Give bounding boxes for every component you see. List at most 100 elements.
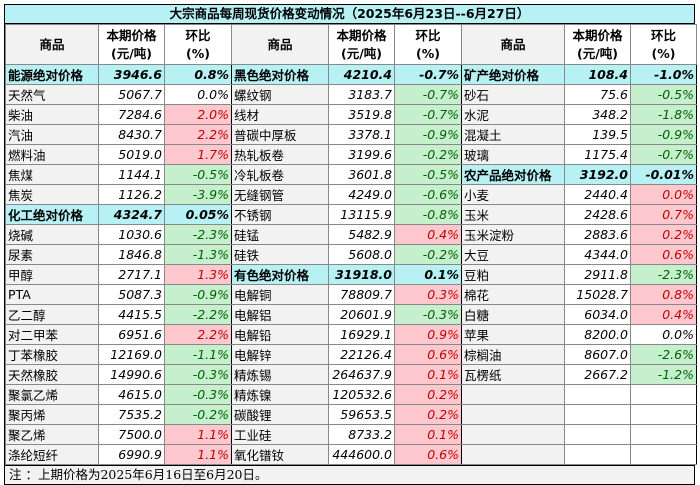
- price-cell: 59653.5: [328, 404, 395, 425]
- commodity-name-cell: [461, 384, 565, 405]
- change-cell: 0.4%: [394, 224, 462, 245]
- change-cell: -2.3%: [164, 224, 232, 245]
- table-row: 甲醇 2717.1 1.3% 有色绝对价格 31918.0 0.1% 豆粕 2911.8 -2.…: [5, 264, 697, 285]
- commodity-name-cell: [461, 444, 565, 465]
- change-cell: 0.1%: [394, 264, 462, 285]
- commodity-name-cell: 硅锰: [231, 224, 329, 245]
- commodity-name-cell: 螺纹钢: [231, 84, 329, 105]
- col-header-name: 商品: [461, 24, 565, 65]
- commodity-name-cell: 小麦: [461, 184, 565, 205]
- change-cell: 0.3%: [394, 284, 462, 305]
- col-header-change: 环比 (%): [394, 24, 462, 65]
- price-table: 商品 本期价格 (元/吨) 环比 (%) 商品 本期价格 (元/吨) 环比 (%) 商品 本期…: [5, 24, 697, 465]
- table-row: 乙二醇 4415.5 -2.2% 电解铝 20601.9 -0.3% 白糖 6034.0 0.4…: [5, 304, 697, 325]
- table-row: 天然气 5067.7 0.0% 螺纹钢 3183.7 -0.7% 砂石 75.6 -0.5%: [5, 84, 697, 105]
- price-cell: 5087.3: [98, 284, 165, 305]
- change-cell: 0.05%: [164, 204, 232, 225]
- price-cell: 3946.6: [98, 64, 165, 85]
- change-cell: 0.6%: [630, 244, 697, 265]
- price-cell: 8200.0: [564, 324, 631, 345]
- price-cell: 1846.8: [98, 244, 165, 265]
- commodity-name-cell: 电解铝: [231, 304, 329, 325]
- change-cell: -1.2%: [630, 364, 697, 385]
- change-cell: -0.2%: [394, 244, 462, 265]
- col-header-price: 本期价格 (元/吨): [328, 24, 395, 65]
- price-cell: 4210.4: [328, 64, 395, 85]
- change-cell: -1.3%: [164, 244, 232, 265]
- price-cell: 2667.2: [564, 364, 631, 385]
- table-row: 化工绝对价格 4324.7 0.05% 不锈钢 13115.9 -0.8% 玉米 2428.6…: [5, 204, 697, 225]
- table-row: 焦煤 1144.1 -0.5% 冷轧板卷 3601.8 -0.5% 农产品绝对价格 3192.…: [5, 164, 697, 185]
- change-cell: -0.9%: [630, 124, 697, 145]
- commodity-name-cell: 碳酸锂: [231, 404, 329, 425]
- price-cell: 1175.4: [564, 144, 631, 165]
- change-cell: -1.1%: [164, 344, 232, 365]
- change-cell: -0.2%: [394, 144, 462, 165]
- price-cell: 3199.6: [328, 144, 395, 165]
- col-header-change: 环比 (%): [630, 24, 697, 65]
- change-cell: -2.6%: [630, 344, 697, 365]
- commodity-name-cell: 尿素: [5, 244, 99, 265]
- change-cell: 1.1%: [164, 424, 232, 445]
- price-cell: [564, 404, 631, 425]
- table-row: 涤纶短纤 6990.9 1.1% 氧化镨钕 444600.0 0.6%: [5, 444, 697, 465]
- change-cell: -0.3%: [164, 384, 232, 405]
- price-cell: 20601.9: [328, 304, 395, 325]
- price-cell: 264637.9: [328, 364, 395, 385]
- commodity-name-cell: 砂石: [461, 84, 565, 105]
- change-cell: -0.9%: [394, 124, 462, 145]
- commodity-name-cell: 冷轧板卷: [231, 164, 329, 185]
- price-cell: 1030.6: [98, 224, 165, 245]
- commodity-name-cell: 汽油: [5, 124, 99, 145]
- change-cell: 0.2%: [630, 224, 697, 245]
- commodity-name-cell: 电解铜: [231, 284, 329, 305]
- change-cell: -0.01%: [630, 164, 697, 185]
- commodity-name-cell: 涤纶短纤: [5, 444, 99, 465]
- change-cell: -0.5%: [394, 164, 462, 185]
- commodity-name-cell: 甲醇: [5, 264, 99, 285]
- change-cell: -0.8%: [394, 204, 462, 225]
- change-cell: [630, 384, 697, 405]
- change-cell: -0.6%: [394, 184, 462, 205]
- category-name-cell: 矿产绝对价格: [461, 64, 565, 85]
- price-cell: 1144.1: [98, 164, 165, 185]
- change-cell: -0.7%: [394, 104, 462, 125]
- table-row: 尿素 1846.8 -1.3% 硅铁 5608.0 -0.2% 大豆 4344.0 0.6%: [5, 244, 697, 265]
- price-cell: [564, 444, 631, 465]
- price-cell: 6951.6: [98, 324, 165, 345]
- commodity-name-cell: 玻璃: [461, 144, 565, 165]
- commodity-name-cell: 混凝土: [461, 124, 565, 145]
- price-cell: 3192.0: [564, 164, 631, 185]
- change-cell: 0.8%: [164, 64, 232, 85]
- header-row: 商品 本期价格 (元/吨) 环比 (%) 商品 本期价格 (元/吨) 环比 (%) 商品 本期…: [5, 24, 697, 65]
- commodity-name-cell: 大豆: [461, 244, 565, 265]
- table-row: 聚氯乙烯 4615.0 -0.3% 精炼镍 120532.6 0.2%: [5, 384, 697, 405]
- price-cell: 15028.7: [564, 284, 631, 305]
- price-cell: 3378.1: [328, 124, 395, 145]
- change-cell: -0.7%: [394, 64, 462, 85]
- commodity-name-cell: 柴油: [5, 104, 99, 125]
- price-cell: 2717.1: [98, 264, 165, 285]
- commodity-name-cell: 普碳中厚板: [231, 124, 329, 145]
- price-cell: 8607.0: [564, 344, 631, 365]
- table-row: PTA 5087.3 -0.9% 电解铜 78809.7 0.3% 棉花 15028.7 0.8…: [5, 284, 697, 305]
- category-name-cell: 农产品绝对价格: [461, 164, 565, 185]
- price-cell: 2428.6: [564, 204, 631, 225]
- price-cell: 7284.6: [98, 104, 165, 125]
- table-row: 聚乙烯 7500.0 1.1% 工业硅 8733.2 0.1%: [5, 424, 697, 445]
- change-cell: -2.3%: [630, 264, 697, 285]
- commodity-name-cell: 玉米: [461, 204, 565, 225]
- change-cell: -0.7%: [394, 84, 462, 105]
- commodity-name-cell: 电解铅: [231, 324, 329, 345]
- price-cell: 12169.0: [98, 344, 165, 365]
- price-cell: 5067.7: [98, 84, 165, 105]
- change-cell: 1.1%: [164, 444, 232, 465]
- commodity-name-cell: 焦煤: [5, 164, 99, 185]
- price-cell: 4344.0: [564, 244, 631, 265]
- price-cell: 78809.7: [328, 284, 395, 305]
- col-header-change: 环比 (%): [164, 24, 232, 65]
- commodity-name-cell: 玉米淀粉: [461, 224, 565, 245]
- commodity-name-cell: 精炼锡: [231, 364, 329, 385]
- change-cell: -0.9%: [164, 284, 232, 305]
- price-cell: 108.4: [564, 64, 631, 85]
